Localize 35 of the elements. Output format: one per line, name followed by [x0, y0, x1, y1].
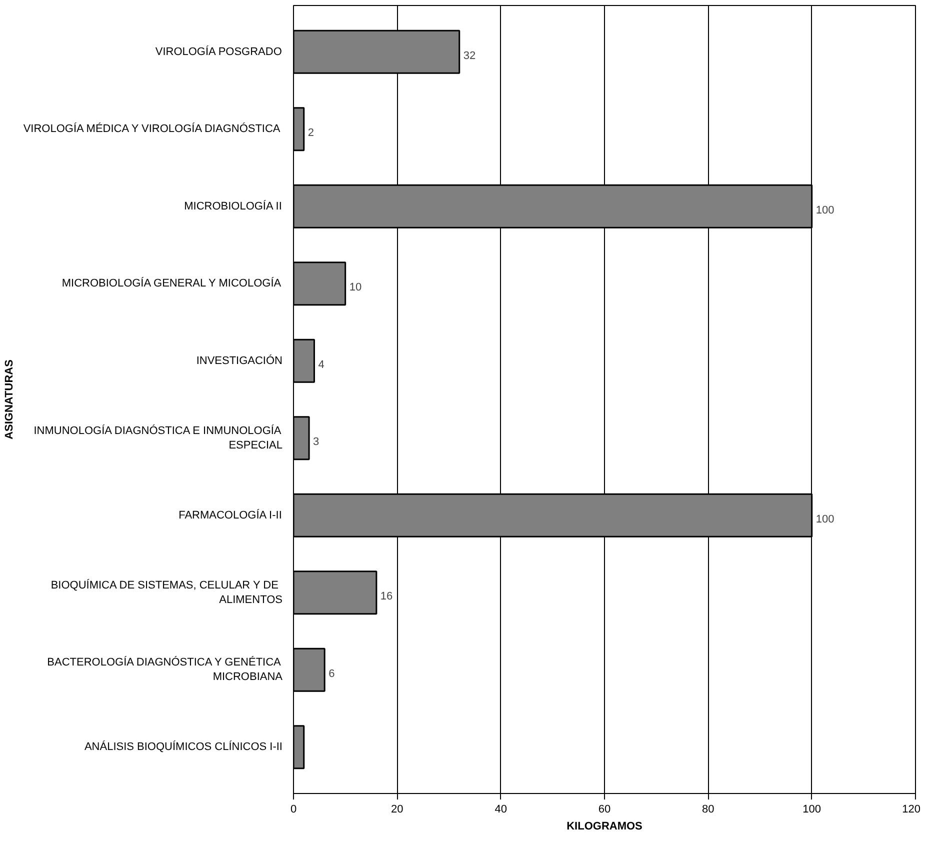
data-label: 6: [328, 668, 335, 680]
x-tick-label: 60: [598, 804, 611, 816]
data-label: 10: [349, 282, 362, 294]
x-tick-label: 0: [290, 804, 297, 816]
y-tick-label: INMUNOLOGÍA DIAGNÓSTICA E INMUNOLOGÍA ESPECIAL: [34, 424, 283, 452]
bar: [294, 416, 310, 460]
bar: [294, 338, 315, 383]
x-tick-label: 80: [702, 804, 714, 816]
x-tick-label: 20: [391, 804, 404, 816]
data-label: 2: [308, 127, 314, 140]
bar: [294, 648, 326, 692]
y-tick-label: FARMACOLOGÍA I-II: [178, 508, 282, 522]
data-label: 100: [816, 513, 834, 526]
y-tick-label: VIROLOGÍA POSGRADO: [155, 44, 282, 58]
bar: [294, 570, 378, 615]
bar: [294, 725, 305, 770]
data-label: 3: [313, 436, 320, 448]
y-tick-label: VIROLOGÍA MÉDICA Y VIROLOGÍA DIAGNÓSTICA: [23, 122, 281, 136]
data-label: 32: [463, 50, 476, 62]
y-axis-title: ASIGNATURAS: [3, 360, 16, 440]
x-tick-label: 40: [494, 804, 507, 816]
data-label: 100: [816, 204, 834, 216]
y-tick-label: MICROBIOLOGÍA GENERAL Y MICOLOGÍA: [62, 276, 282, 290]
x-tick-label: 100: [802, 804, 822, 816]
y-tick-label: ANÁLISIS BIOQUÍMICOS CLÍNICOS I-II: [84, 740, 283, 754]
y-tick-label: MICROBIOLOGÍA II: [184, 199, 282, 212]
data-label: 4: [318, 358, 324, 371]
data-label: 16: [380, 590, 393, 603]
y-tick-label: BIOQUÍMICA DE SISTEMAS, CELULAR Y DE ALIMENTOS: [50, 578, 283, 606]
bar: [294, 107, 305, 152]
y-tick-label: INVESTIGACIÓN: [196, 354, 283, 367]
bar: [294, 262, 346, 306]
y-tick-label: BACTEROLOGÍA DIAGNÓSTICA Y GENÉTICA MICROBIANA: [47, 656, 284, 684]
x-tick-label: 120: [902, 804, 921, 816]
x-axis-title: KILOGRAMOS: [566, 820, 642, 832]
